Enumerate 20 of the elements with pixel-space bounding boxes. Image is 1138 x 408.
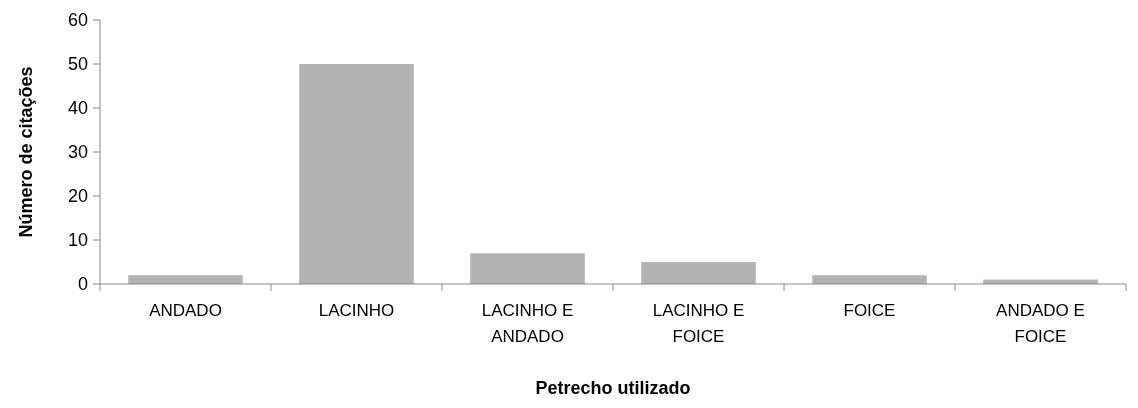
y-tick-label: 30 — [67, 142, 88, 163]
x-tick-label: LACINHO E ANDADO — [481, 301, 574, 346]
y-tick-label: 0 — [77, 274, 88, 295]
y-tick-label: 10 — [67, 230, 88, 251]
bar — [812, 275, 927, 284]
bar — [641, 262, 756, 284]
x-tick-label: ANDADO E FOICE — [996, 301, 1085, 346]
x-tick-label: LACINHO — [318, 301, 395, 320]
x-tick-label: ANDADO — [149, 301, 222, 320]
y-tick-label: 40 — [67, 98, 88, 119]
x-axis-title: Petrecho utilizado — [535, 378, 691, 398]
y-tick-label: 20 — [67, 186, 88, 207]
y-tick-label: 60 — [67, 10, 88, 31]
y-tick-label: 50 — [67, 54, 88, 75]
y-axis-title: Número de citações — [16, 66, 36, 238]
bar — [470, 253, 585, 284]
x-tick-label: LACINHO E FOICE — [652, 301, 745, 346]
x-tick-label: FOICE — [843, 301, 896, 320]
bar — [299, 64, 414, 284]
bar — [128, 275, 243, 284]
